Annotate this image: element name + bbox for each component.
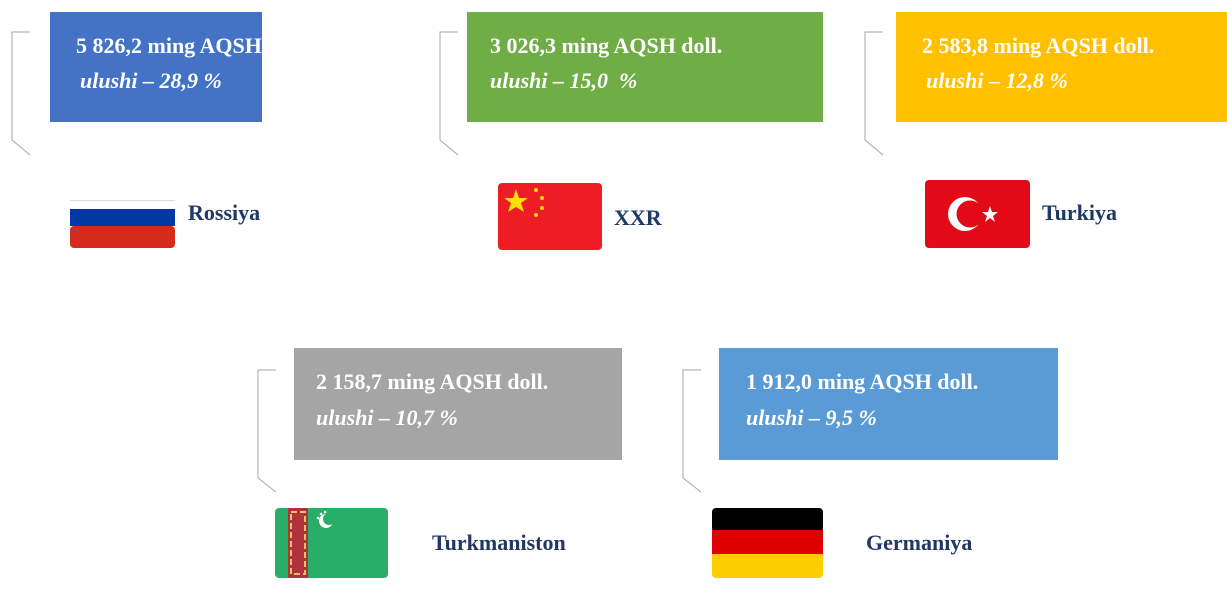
country: Germaniya xyxy=(866,530,972,555)
bracket xyxy=(682,369,702,493)
bracket xyxy=(864,31,884,156)
info-box xyxy=(719,348,1058,460)
flag-china xyxy=(498,183,602,250)
share: ulushi – 12,8 % xyxy=(926,68,1068,93)
flag-russia xyxy=(70,200,175,248)
item-germany: 1 912,0 ming AQSH doll. ulushi – 9,5 % G… xyxy=(682,348,1058,578)
share: ulushi – 10,7 % xyxy=(316,405,458,430)
country: Turkiya xyxy=(1042,200,1117,225)
info-box xyxy=(467,12,823,122)
item-china: 3 026,3 ming AQSH doll. ulushi – 15,0 % … xyxy=(439,12,823,250)
item-turkey: 2 583,8 ming AQSH doll. ulushi – 12,8 % … xyxy=(864,12,1227,248)
country: Turkmaniston xyxy=(432,530,566,555)
flag-turkmenistan xyxy=(275,508,388,578)
info-box xyxy=(896,12,1227,122)
amount: 2 583,8 ming AQSH doll. xyxy=(922,33,1154,58)
info-box xyxy=(294,348,622,460)
flag-turkey xyxy=(925,180,1030,248)
amount: 1 912,0 ming AQSH doll. xyxy=(746,369,978,394)
amount: 3 026,3 ming AQSH doll. xyxy=(490,33,722,58)
country: XXR xyxy=(614,205,663,230)
flag-germany xyxy=(712,508,823,578)
item-russia: 5 826,2 ming AQSH doll. ulushi – 28,9 % … xyxy=(11,12,308,248)
amount: 5 826,2 ming AQSH doll. xyxy=(76,33,308,58)
bracket xyxy=(439,31,459,156)
share: ulushi – 15,0 % xyxy=(490,68,637,93)
item-turkmenistan: 2 158,7 ming AQSH doll. ulushi – 10,7 % … xyxy=(257,348,622,578)
amount: 2 158,7 ming AQSH doll. xyxy=(316,369,548,394)
bracket xyxy=(11,31,31,156)
info-box xyxy=(50,12,262,122)
country: Rossiya xyxy=(188,200,260,225)
share: ulushi – 28,9 % xyxy=(80,68,222,93)
bracket xyxy=(257,369,277,493)
share: ulushi – 9,5 % xyxy=(746,405,877,430)
